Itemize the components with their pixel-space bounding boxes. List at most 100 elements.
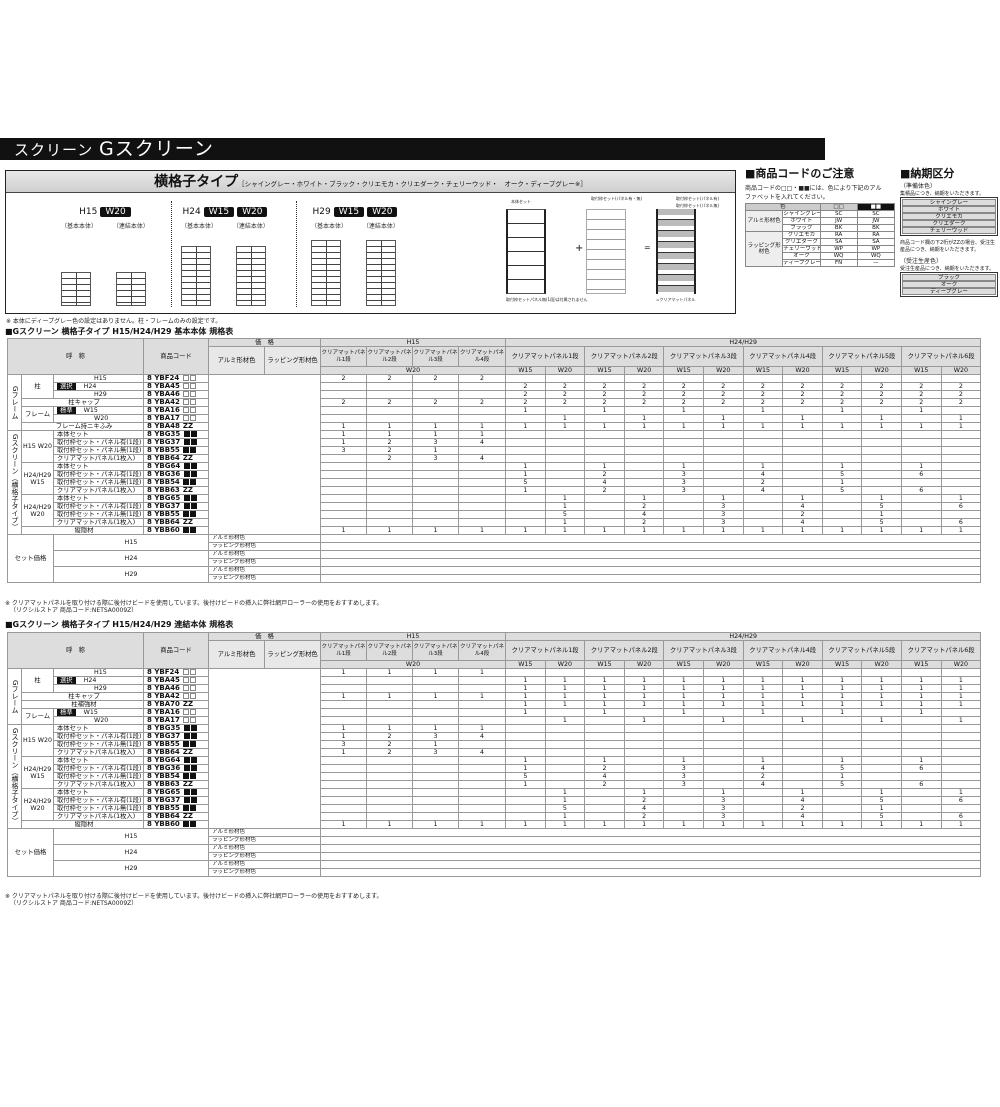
h24-qty: 1	[821, 820, 863, 829]
item-label-text: W15	[83, 407, 98, 414]
h24-qty: 1	[821, 478, 863, 487]
h24-qty: 1	[861, 716, 902, 725]
item-label: 取付枠セット・パネル無(1段)	[52, 740, 145, 749]
h24-qty	[861, 668, 902, 677]
h24-qty: 1	[861, 700, 902, 709]
h24-qty: 2	[782, 804, 823, 813]
h15-qty	[320, 756, 368, 765]
h24-qty	[782, 668, 823, 677]
h15-qty	[320, 502, 368, 511]
h24-qty	[703, 374, 744, 383]
h15-qty: 1	[366, 820, 414, 829]
item-label: クリアマットパネル(1枚入)	[52, 518, 145, 527]
h24-qty	[742, 732, 784, 741]
h15-qty	[320, 462, 368, 471]
h24-qty: 6	[900, 780, 942, 789]
item-label-text: 柱キャップ	[68, 693, 100, 700]
item-label: 取付枠セット・パネル無(1段)	[52, 772, 145, 781]
h24-qty: 1	[505, 684, 546, 693]
h24-qty: 1	[940, 716, 982, 725]
h15-qty	[412, 764, 460, 773]
table-row: クリアマットパネル(1枚入) 8 YBB64 ZZ 1 2 3 4 5 6	[8, 518, 982, 527]
product-code-text: 8 YBG65	[147, 788, 181, 796]
h15-qty: 3	[412, 438, 460, 447]
product-code-text: 8 YBB63	[147, 780, 180, 788]
h24-qty	[703, 446, 744, 455]
h24-qty: 1	[742, 526, 784, 535]
h24-qty	[900, 732, 942, 741]
h24-qty: 4	[623, 510, 665, 519]
item-label: 本体セット	[52, 788, 145, 797]
item-label-text: 取付枠セット・パネル無(1段)	[57, 741, 142, 748]
header-row: W20 W15 W20 W15 W20 W15 W20 W15 W20 W15 W20 W15 W20	[8, 366, 982, 375]
sub-group-label: H15 W20	[21, 724, 54, 757]
h24-qty	[505, 510, 546, 519]
h15-qty	[320, 494, 368, 503]
h24-qty	[703, 430, 744, 439]
w20-header: W20	[623, 366, 665, 375]
h24-qty: 2	[505, 398, 546, 407]
h15-qty	[320, 812, 368, 821]
h15-qty: 4	[458, 748, 507, 757]
h24-qty	[703, 478, 744, 487]
item-label-text: 本体セット	[57, 463, 89, 470]
h24-qty	[505, 740, 546, 749]
h24-qty: 1	[861, 692, 902, 701]
code-table-row: アルミ形材色 シャイングレー SC SC	[744, 210, 896, 232]
h24-qty	[663, 446, 704, 455]
h24-qty: 1	[584, 708, 625, 717]
h15-qty: 1	[458, 692, 507, 701]
item-label: 縦隠材	[20, 820, 145, 829]
h24-qty	[623, 446, 665, 455]
h24-qty	[742, 446, 784, 455]
sub-group-label: 柱	[21, 374, 54, 399]
set-price-blank	[320, 868, 982, 877]
h15-qty	[366, 708, 414, 717]
item-label-text: W20	[94, 717, 109, 724]
item-label: 柱キャップ	[20, 398, 145, 407]
h24-qty	[584, 748, 625, 757]
table-row: 取付枠セット・パネル有(1段) 8 YBG36 1 2 3 4 5 6	[8, 764, 982, 773]
h24-qty	[505, 812, 546, 821]
std-text: 集積品につき、納期をいただきます。	[900, 191, 985, 197]
h24-qty	[663, 796, 704, 805]
name-header: 呼 称	[6, 338, 145, 375]
filled-code-box-icon	[180, 757, 197, 764]
h24-qty: 1	[742, 406, 784, 415]
h24-qty	[900, 446, 942, 455]
h24-qty: 1	[623, 526, 665, 535]
h24-qty: 1	[742, 676, 784, 685]
set-height-label: H24	[52, 550, 210, 567]
h15-qty	[366, 788, 414, 797]
h24-qty	[940, 724, 982, 733]
h15-qty	[458, 510, 507, 519]
header-row: 呼 称商品コード価 格 H15 H24/H29	[6, 338, 982, 375]
h24-panel-header: クリアマットパネル5段	[821, 640, 902, 661]
h24-qty	[544, 764, 586, 773]
h15-qty	[320, 510, 368, 519]
product-code-text: 8 YBB60	[147, 526, 180, 534]
color-code-table: 色 □□ ■■ アルミ形材色 シャイングレー SC SC ホワイト JW JW ブラック BK BK ラッ…	[744, 203, 896, 267]
wrap-price-header: ラッピング形材色	[264, 346, 322, 375]
h24-qty: 5	[861, 502, 902, 511]
item-label: クリアマットパネル(1枚入)	[52, 454, 145, 463]
h15-qty	[366, 486, 414, 495]
h24-qty: 1	[861, 804, 902, 813]
h15-qty: 2	[320, 398, 368, 407]
h24-qty	[861, 740, 902, 749]
h24-qty: 3	[703, 812, 744, 821]
item-label: 取付枠セット・パネル有(1段)	[52, 764, 145, 773]
h24-qty: 1	[663, 422, 704, 431]
h15-qty	[366, 502, 414, 511]
h24-qty: 1	[703, 684, 744, 693]
h24-qty: 1	[940, 422, 982, 431]
h15-qty	[412, 788, 460, 797]
h24-panel-header: クリアマットパネル4段	[742, 640, 823, 661]
h24-qty: 2	[782, 398, 823, 407]
w20-header: W20	[703, 660, 744, 669]
h24-qty: 1	[584, 756, 625, 765]
product-code: 8 YBB63 ZZ	[143, 486, 210, 495]
h24-qty	[505, 788, 546, 797]
product-code-text: 8 YBA16	[147, 406, 180, 414]
h24-qty	[703, 772, 744, 781]
